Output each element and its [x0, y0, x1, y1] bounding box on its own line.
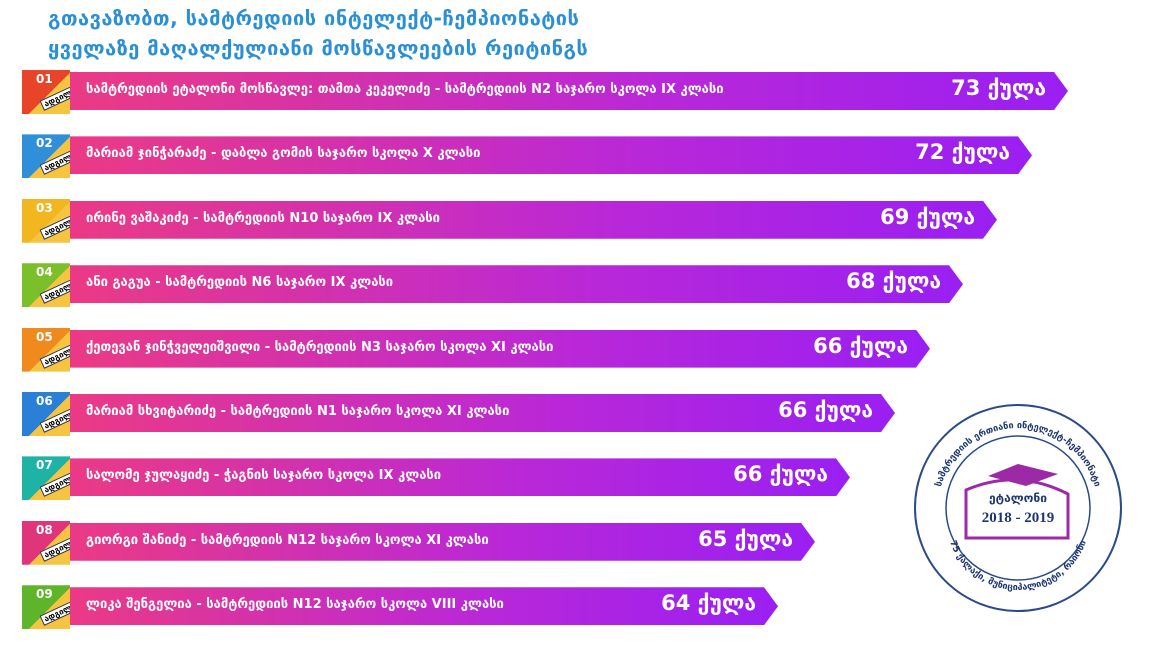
cap-icon	[988, 464, 1058, 486]
frame-icon	[964, 478, 1070, 540]
seal: სამტრედიის ერთიანი ინტელექტ-ჩემპიონატი 7…	[914, 404, 1122, 612]
row-text: ანი გაგუა - სამტრედიის N6 საჯარო IX კლას…	[86, 275, 394, 291]
row-text: სამტრედიის ეტალონი მოსწავლე: თამთა კეკელ…	[86, 82, 724, 97]
rank-badge: 06 ადგილი	[22, 392, 70, 436]
row-bar: ლიკა შენგელია - სამტრედიის N12 საჯარო სკ…	[40, 587, 778, 625]
row-bar: ანი გაგუა - სამტრედიის N6 საჯარო IX კლას…	[40, 265, 963, 303]
rank-badge: 07 ადგილი	[22, 456, 70, 501]
row-text: ლიკა შენგელია - სამტრედიის N12 საჯარო სკ…	[86, 597, 504, 613]
rank-number: 04	[36, 265, 53, 280]
row-text: ქეთევან ჯინჭველეიშვილი - სამტრედიის N3 ს…	[86, 339, 554, 355]
row-score: 72 ქულა	[915, 140, 1010, 165]
seal-text: 75 ქალაქი, მუნიციპალიტეტი, რაიონი	[947, 539, 1089, 593]
seal-center: ეტალონი	[989, 491, 1047, 505]
row-text: ირინე ვაშაკიძე - სამტრედიის N10 საჯარო I…	[86, 210, 440, 226]
row-text: მარიამ ჯინჭარაძე - დაბლა გომის საჯარო სკ…	[86, 146, 481, 162]
rank-badge: 04 ადგილი	[22, 263, 70, 308]
title: გთავაზობთ, სამტრედიის ინტელექტ-ჩემპიონატ…	[48, 6, 580, 30]
rank-number: 07	[36, 458, 53, 473]
row-score: 64 ქულა	[661, 591, 756, 616]
seal-years: 2018 - 2019	[982, 510, 1055, 526]
row-score: 66 ქულა	[778, 398, 873, 422]
rank-number: 05	[36, 329, 53, 344]
row-bar: სამტრედიის ეტალონი მოსწავლე: თამთა კეკელ…	[40, 72, 1068, 110]
seal-ring	[914, 404, 1122, 612]
row-score: 69 ქულა	[880, 204, 975, 229]
rank-badge: 05 ადგილი	[22, 327, 70, 372]
row-text: გიორგი შანიძე - სამტრედიის N12 საჯარო სკ…	[86, 532, 489, 548]
row-score: 66 ქულა	[813, 333, 908, 358]
rank-badge: 02 ადგილი	[22, 134, 70, 179]
row-bar: ირინე ვაშაკიძე - სამტრედიის N10 საჯარო I…	[40, 201, 997, 239]
row-score: 73 ქულა	[951, 76, 1046, 100]
rank-badge: 01 ადგილი	[22, 70, 70, 114]
row-bar: სალომე ჯულაყიძე - ჭაგნის საჯარო სკოლა IX…	[40, 458, 850, 496]
rank-number: 03	[36, 200, 53, 215]
rank-number: 06	[36, 394, 53, 408]
rank-number: 09	[36, 587, 53, 602]
row-text: მარიამ სხვიტარიძე - სამტრედიის N1 საჯარო…	[86, 404, 510, 419]
row-score: 65 ქულა	[698, 526, 793, 551]
rank-badge: 03 ადგილი	[22, 198, 70, 243]
rank-badge: 08 ადგილი	[22, 520, 70, 565]
seal-ring	[945, 435, 1091, 581]
row-bar: მარიამ ჯინჭარაძე - დაბლა გომის საჯარო სკ…	[40, 136, 1032, 174]
row-bar: მარიამ სხვიტარიძე - სამტრედიის N1 საჯარო…	[40, 394, 895, 432]
rank-number: 01	[36, 72, 53, 86]
row-score: 66 ქულა	[733, 462, 828, 487]
row-bar: ქეთევან ჯინჭველეიშვილი - სამტრედიის N3 ს…	[40, 330, 930, 368]
row-score: 68 ქულა	[846, 269, 941, 294]
title: ყველაზე მაღალქულიანი მოსწავლეების რეიტინ…	[48, 36, 589, 60]
rank-badge: 09 ადგილი	[22, 585, 70, 630]
seal-text: 75 ქალაქი, მუნიციპალიტეტი, რაიონი	[947, 539, 1089, 593]
row-bar: გიორგი შანიძე - სამტრედიის N12 საჯარო სკ…	[40, 523, 815, 561]
row-text: სალომე ჯულაყიძე - ჭაგნის საჯარო სკოლა IX…	[86, 468, 442, 484]
rank-number: 08	[36, 522, 53, 537]
rank-number: 02	[36, 136, 53, 151]
